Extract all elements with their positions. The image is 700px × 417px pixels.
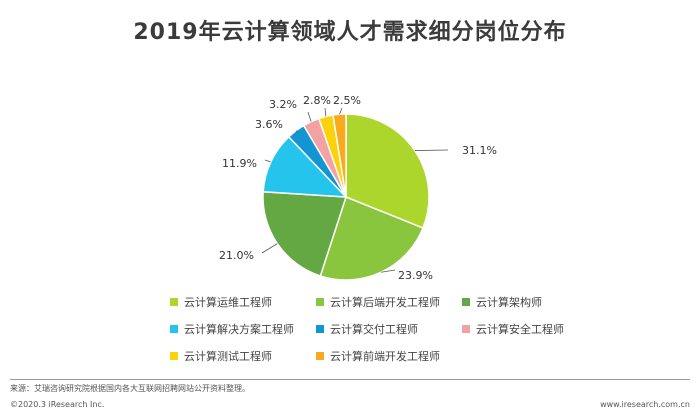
website-text: www.iresearch.com.cn — [600, 400, 690, 409]
legend-label: 云计算测试工程师 — [184, 350, 272, 363]
leader-line — [381, 269, 396, 273]
pie-slice — [332, 113, 347, 198]
chart-legend: 云计算运维工程师 云计算后端开发工程师 云计算架构师云计算解决方案工程师 云计算交付工… — [170, 294, 600, 364]
legend-item: 云计算运维工程师 — [170, 294, 316, 310]
legend-swatch — [462, 298, 470, 306]
legend-label: 云计算解决方案工程师 — [184, 323, 294, 336]
legend-label: 云计算后端开发工程师 — [330, 296, 440, 309]
leader-line — [339, 107, 343, 115]
data-label: 2.5% — [333, 94, 361, 107]
data-label: 23.9% — [398, 269, 433, 282]
data-label: 11.9% — [222, 157, 257, 170]
legend-label: 云计算安全工程师 — [476, 323, 564, 336]
legend-item: 云计算架构师 — [462, 294, 602, 310]
footer-divider — [10, 379, 690, 380]
legend-swatch — [316, 298, 324, 306]
legend-label: 云计算运维工程师 — [184, 296, 272, 309]
leader-line — [264, 159, 271, 163]
legend-item: 云计算前端开发工程师 — [316, 348, 462, 364]
leader-line — [414, 149, 449, 151]
legend-item: 云计算安全工程师 — [462, 321, 602, 337]
chart-title: 2019年云计算领域人才需求细分岗位分布 — [133, 20, 567, 45]
data-label: 21.0% — [219, 249, 254, 262]
legend-swatch — [462, 325, 470, 333]
data-label: 31.1% — [462, 144, 497, 157]
legend-swatch — [170, 325, 178, 333]
legend-item: 云计算后端开发工程师 — [316, 294, 462, 310]
leader-line — [295, 130, 299, 133]
legend-swatch — [316, 352, 324, 360]
legend-item: 云计算解决方案工程师 — [170, 321, 316, 337]
pie-slice — [319, 196, 424, 281]
legend-swatch — [316, 325, 324, 333]
data-label: 3.2% — [269, 98, 297, 111]
legend-label: 云计算交付工程师 — [330, 323, 418, 336]
legend-label: 云计算架构师 — [476, 296, 542, 309]
leader-line — [261, 243, 278, 254]
source-note: 来源：艾瑞咨询研究院根据国内各大互联网招聘网站公开资料整理。 — [10, 384, 250, 393]
legend-swatch — [170, 352, 178, 360]
legend-item: 云计算交付工程师 — [316, 321, 462, 337]
pie-slice — [262, 135, 348, 198]
pie-slice — [262, 190, 348, 277]
legend-swatch — [170, 298, 178, 306]
data-label: 3.6% — [255, 118, 283, 131]
leader-line — [324, 107, 327, 117]
legend-item: 云计算测试工程师 — [170, 348, 316, 364]
legend-label: 云计算前端开发工程师 — [330, 350, 440, 363]
leader-line — [307, 111, 312, 122]
pie-chart: 31.1% 23.9% 21.0% 11.9% 3.6% 3.2% 2.8% 2.5% — [219, 94, 497, 282]
data-label: 2.8% — [303, 94, 331, 107]
copyright-text: ©2020.3 iResearch Inc. — [10, 400, 105, 409]
